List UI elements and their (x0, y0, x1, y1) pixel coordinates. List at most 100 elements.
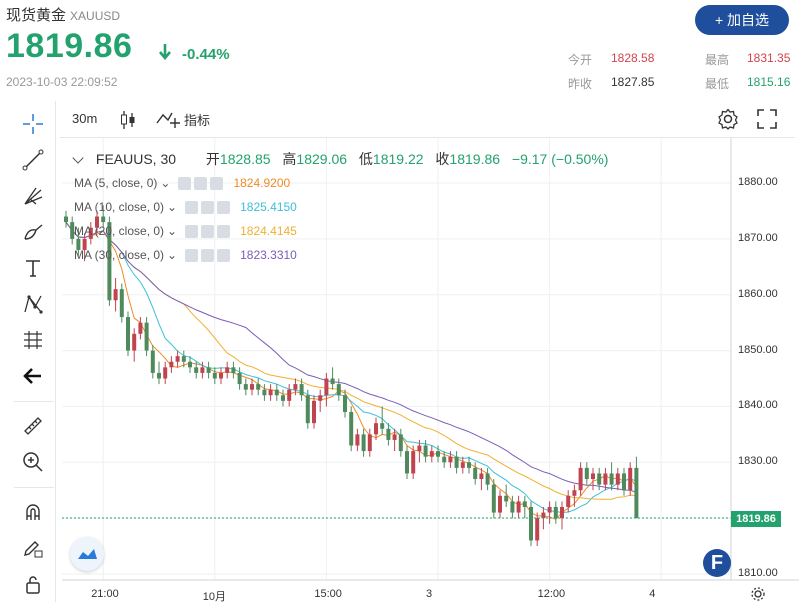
close-icon[interactable] (217, 224, 231, 238)
candle (281, 395, 285, 401)
eye-icon[interactable] (178, 176, 192, 190)
candle (194, 367, 199, 373)
candle (628, 467, 633, 491)
settings-icon[interactable] (201, 200, 215, 214)
wave-icon[interactable] (70, 537, 104, 571)
y-tick-label: 1840.00 (738, 399, 778, 412)
candle (274, 389, 279, 396)
close-icon[interactable] (210, 176, 224, 190)
x-tick-label: 15:00 (314, 588, 342, 600)
eye-icon[interactable] (185, 224, 199, 238)
candle (231, 367, 236, 373)
timeframe-button[interactable]: 30m (72, 111, 98, 126)
measure-icon[interactable] (20, 327, 46, 353)
ma-value: 1824.9200 (233, 176, 291, 190)
candle (566, 495, 571, 507)
brush-icon[interactable] (20, 219, 46, 245)
pitchfork-icon[interactable] (20, 183, 46, 209)
candle (417, 445, 422, 452)
candle (615, 473, 620, 485)
candle (386, 428, 391, 440)
candle (392, 434, 397, 440)
low-value: 1815.16 (747, 75, 791, 89)
x-tick-label: 4 (649, 588, 656, 600)
candle (553, 506, 558, 519)
candle (126, 317, 130, 351)
back-arrow-icon[interactable] (20, 363, 46, 389)
candle (169, 361, 174, 368)
y-tick-label: 1810.00 (738, 567, 778, 579)
zoom-in-icon[interactable] (20, 449, 46, 475)
candle (212, 372, 217, 379)
ma-legend-5[interactable]: MA (5, close, 0) ⌄ 1824.9200 (74, 176, 291, 190)
candle (547, 506, 552, 513)
ma-label: MA (20, close, 0) (74, 224, 165, 238)
candle (181, 356, 186, 362)
candle (504, 495, 509, 502)
candle (584, 467, 589, 480)
x-tick-label: 3 (426, 588, 433, 600)
candle (312, 400, 316, 424)
close-icon[interactable] (217, 248, 231, 262)
close-icon[interactable] (217, 200, 231, 214)
lock-icon[interactable] (20, 571, 46, 597)
instrument-symbol: XAUUSD (70, 9, 121, 23)
high-label: 高 (282, 151, 297, 167)
candle (454, 456, 459, 468)
candle (473, 467, 478, 480)
instrument-name: 现货黄金 (6, 7, 67, 24)
text-icon[interactable] (20, 255, 46, 281)
candle (560, 506, 564, 519)
trend-line-icon[interactable] (20, 147, 46, 173)
candle (460, 462, 465, 468)
open-label: 今开 (568, 53, 593, 67)
magnet-icon[interactable] (20, 499, 46, 525)
eye-icon[interactable] (185, 248, 199, 262)
settings-icon[interactable] (201, 224, 215, 238)
candle (268, 389, 273, 396)
candle (330, 378, 335, 385)
legend-open: 1828.85 (219, 151, 271, 167)
timestamp: 2023-10-03 22:09:52 (6, 75, 118, 89)
candle (305, 395, 310, 424)
ma-label: MA (10, close, 0) (74, 200, 165, 214)
eye-icon[interactable] (185, 200, 199, 214)
axis-settings-icon[interactable] (750, 586, 766, 602)
candle (188, 361, 192, 368)
settings-gear-icon[interactable] (717, 108, 739, 130)
candle (355, 434, 360, 446)
candle (448, 456, 453, 463)
ma-label: MA (5, close, 0) (74, 176, 158, 190)
indicators-button[interactable]: 指标 (156, 107, 210, 131)
y-tick-label: 1830.00 (738, 455, 778, 468)
add-watchlist-button[interactable]: + 加自选 (695, 5, 789, 35)
candle (287, 389, 292, 401)
fullscreen-icon[interactable] (757, 109, 777, 129)
candle (516, 501, 521, 513)
settings-icon[interactable] (201, 248, 215, 262)
ma-legend-20[interactable]: MA (20, close, 0) ⌄ 1824.4145 (74, 224, 297, 238)
ma-legend-30[interactable]: MA (30, close, 0) ⌄ 1823.3310 (74, 248, 297, 262)
ma-value: 1825.4150 (240, 200, 297, 214)
pattern-icon[interactable] (20, 291, 46, 317)
candle (157, 372, 161, 379)
candle (256, 384, 261, 390)
candle (405, 451, 409, 474)
candle (163, 367, 168, 379)
indicator-icon (156, 112, 180, 128)
crosshair-icon[interactable] (20, 111, 46, 137)
ma-line-30 (65, 221, 637, 493)
x-tick-label: 10月 (202, 591, 227, 602)
candle (522, 501, 527, 507)
ohlc-legend: FEAUUS, 30 开1828.85 高1829.06 低1819.22 收1… (72, 149, 616, 169)
ma-legend-10[interactable]: MA (10, close, 0) ⌄ 1825.4150 (74, 200, 297, 214)
lock-draw-icon[interactable] (20, 535, 46, 561)
candle (367, 434, 372, 452)
candle (113, 289, 118, 301)
candle (578, 467, 583, 491)
ruler-icon[interactable] (20, 413, 46, 439)
collapse-chevron-icon[interactable] (72, 152, 84, 164)
candle-type-icon[interactable] (120, 109, 136, 131)
settings-icon[interactable] (194, 176, 208, 190)
